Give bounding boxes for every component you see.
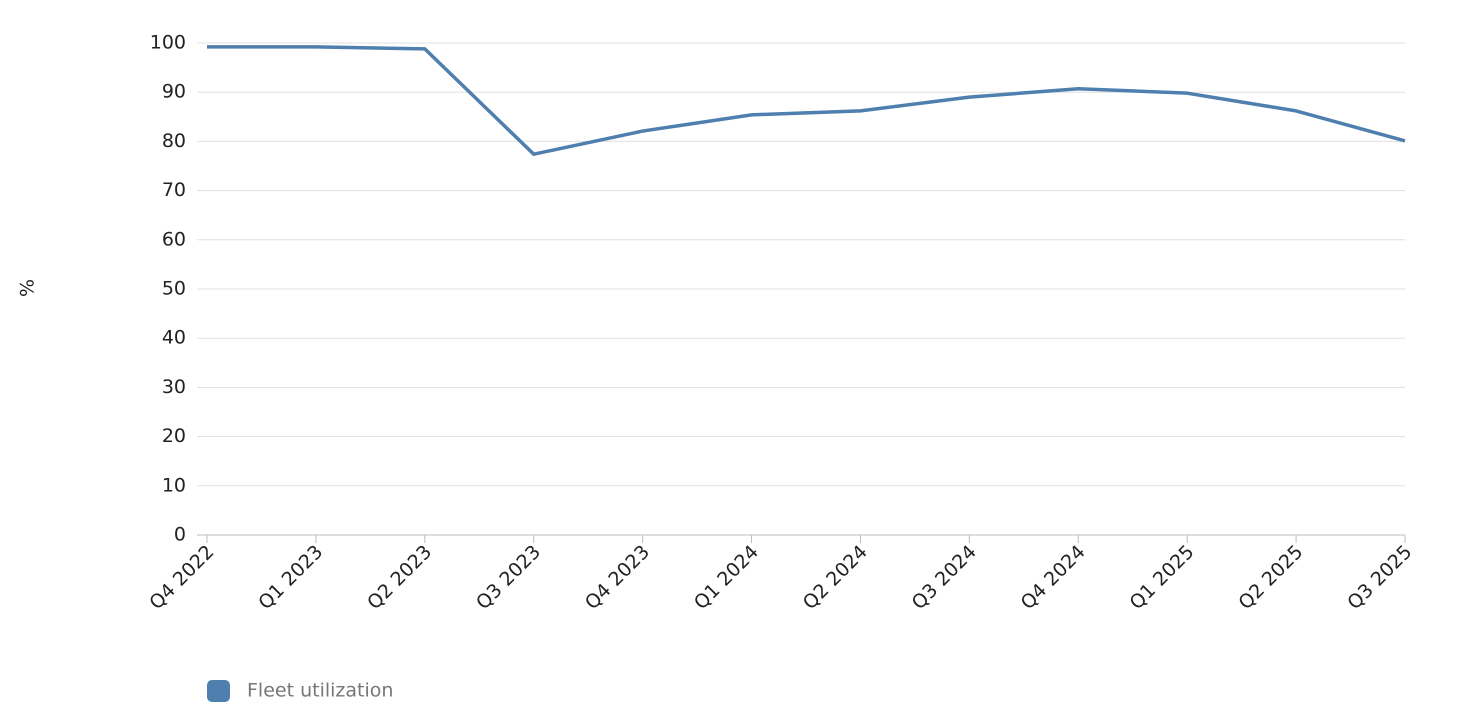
x-tick-label: Q2 2025	[1234, 541, 1307, 614]
x-tick-label: Q2 2023	[363, 541, 436, 614]
legend-swatch	[207, 680, 230, 702]
y-tick-label: 40	[162, 327, 186, 349]
y-tick-label: 30	[162, 376, 186, 398]
x-tick-label: Q1 2025	[1125, 541, 1198, 614]
x-tick-label: Q1 2023	[254, 541, 327, 614]
x-tick-label: Q2 2024	[799, 541, 872, 614]
x-tick-label: Q1 2024	[690, 541, 763, 614]
y-tick-label: 60	[162, 228, 186, 250]
y-tick-label: 90	[162, 81, 186, 103]
legend-text: Fleet utilization	[247, 680, 393, 702]
y-tick-label: 80	[162, 130, 186, 152]
y-axis-label: %	[17, 279, 39, 297]
x-tick-label: Q3 2024	[908, 541, 981, 614]
x-tick-label: Q4 2024	[1017, 541, 1090, 614]
y-tick-label: 100	[150, 32, 186, 54]
y-tick-label: 10	[162, 474, 186, 496]
y-tick-label: 20	[162, 425, 186, 447]
y-tick-label: 50	[162, 278, 186, 300]
x-tick-label: Q4 2023	[581, 541, 654, 614]
x-tick-label: Q3 2025	[1343, 541, 1416, 614]
data-line	[207, 45, 1406, 156]
x-tick-label: Q3 2023	[472, 541, 545, 614]
x-tick-label: Q4 2022	[145, 541, 218, 614]
y-tick-label: 70	[162, 179, 186, 201]
y-tick-label: 0	[174, 524, 186, 546]
